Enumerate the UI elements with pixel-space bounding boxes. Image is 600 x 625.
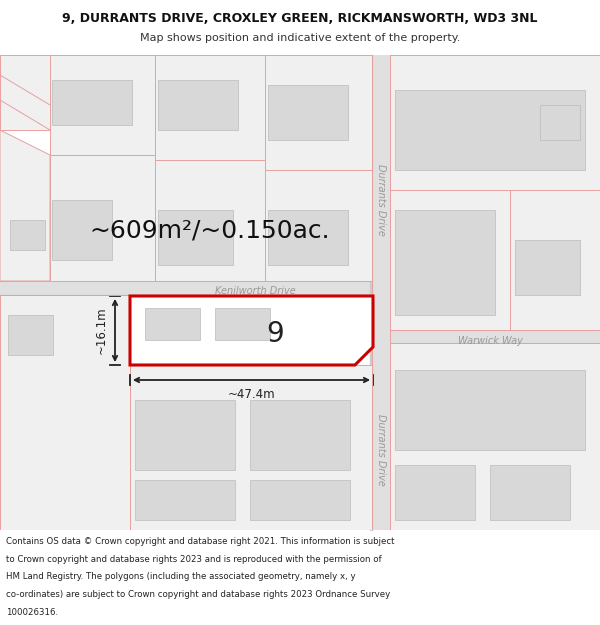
Polygon shape	[265, 170, 372, 281]
Bar	[395, 210, 495, 315]
Bar	[135, 480, 235, 520]
Bar	[268, 85, 348, 140]
Bar	[10, 220, 45, 250]
Text: ~16.1m: ~16.1m	[95, 307, 108, 354]
Text: Durrants Drive: Durrants Drive	[376, 414, 386, 486]
Polygon shape	[0, 295, 130, 530]
Text: ~47.4m: ~47.4m	[227, 388, 275, 401]
Text: ~609m²/~0.150ac.: ~609m²/~0.150ac.	[89, 218, 331, 242]
Bar	[158, 80, 238, 130]
Bar	[268, 210, 348, 265]
Bar	[250, 480, 350, 520]
Bar	[395, 90, 585, 170]
Text: Contains OS data © Crown copyright and database right 2021. This information is : Contains OS data © Crown copyright and d…	[6, 537, 395, 546]
Bar	[395, 465, 475, 520]
Bar	[145, 308, 200, 340]
Bar	[52, 80, 132, 125]
Bar	[8, 315, 53, 355]
Text: 100026316.: 100026316.	[6, 608, 58, 617]
Bar	[158, 210, 233, 265]
Polygon shape	[50, 55, 155, 155]
Bar	[52, 200, 112, 260]
Bar	[215, 308, 270, 340]
Polygon shape	[510, 190, 600, 330]
Bar	[0, 281, 372, 295]
Text: Kenilworth Drive: Kenilworth Drive	[215, 286, 295, 296]
Polygon shape	[390, 190, 510, 330]
Text: HM Land Registry. The polygons (including the associated geometry, namely x, y: HM Land Registry. The polygons (includin…	[6, 572, 356, 581]
Polygon shape	[390, 55, 600, 190]
Text: to Crown copyright and database rights 2023 and is reproduced with the permissio: to Crown copyright and database rights 2…	[6, 554, 382, 564]
Polygon shape	[372, 330, 390, 365]
Polygon shape	[130, 296, 373, 365]
Text: Map shows position and indicative extent of the property.: Map shows position and indicative extent…	[140, 33, 460, 43]
Polygon shape	[155, 55, 265, 160]
Polygon shape	[0, 55, 50, 130]
Text: co-ordinates) are subject to Crown copyright and database rights 2023 Ordnance S: co-ordinates) are subject to Crown copyr…	[6, 590, 390, 599]
Bar	[540, 105, 580, 140]
Bar	[390, 330, 600, 343]
Polygon shape	[155, 160, 265, 281]
Text: Durrants Drive: Durrants Drive	[376, 164, 386, 236]
Polygon shape	[265, 55, 372, 170]
Polygon shape	[130, 365, 372, 530]
Bar	[490, 465, 570, 520]
Polygon shape	[390, 343, 600, 530]
Bar	[250, 400, 350, 470]
Bar	[135, 400, 235, 470]
Bar	[372, 55, 390, 530]
Text: 9, DURRANTS DRIVE, CROXLEY GREEN, RICKMANSWORTH, WD3 3NL: 9, DURRANTS DRIVE, CROXLEY GREEN, RICKMA…	[62, 12, 538, 25]
Polygon shape	[0, 130, 50, 281]
Text: 9: 9	[266, 320, 284, 348]
Bar	[515, 240, 580, 295]
Polygon shape	[50, 155, 155, 281]
Bar	[395, 370, 585, 450]
Text: Warwick Way: Warwick Way	[458, 336, 523, 346]
